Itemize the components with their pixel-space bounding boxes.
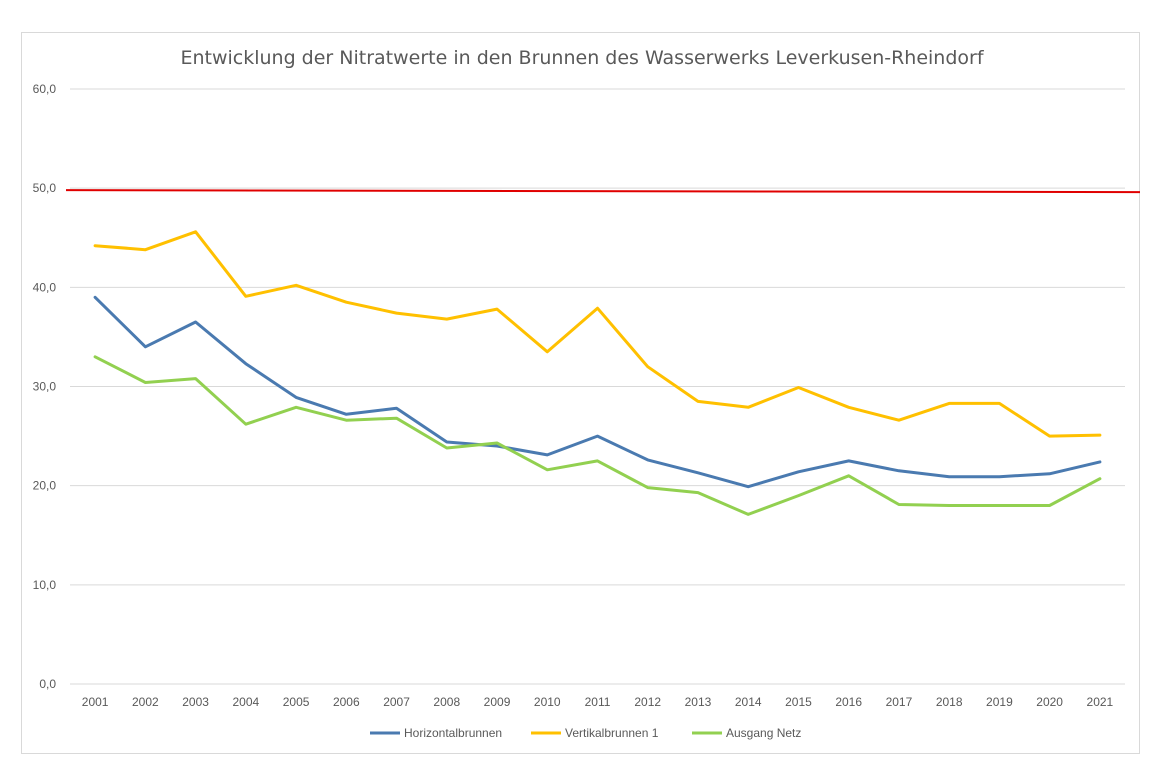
x-axis-ticks: 2001 2002 2003 2004 2005 2006 2007 2008 2009 2010… (82, 695, 1114, 709)
x-tick-label: 2001 (82, 695, 109, 709)
x-tick-label: 2006 (333, 695, 360, 709)
legend-label: Vertikalbrunnen 1 (565, 726, 659, 740)
y-tick-label: 60,0 (33, 82, 57, 96)
reference-line (65, 189, 1141, 194)
x-tick-label: 2009 (484, 695, 511, 709)
legend: Horizontalbrunnen Vertikalbrunnen 1 Ausgan… (370, 726, 801, 740)
y-tick-label: 30,0 (33, 380, 57, 394)
x-tick-label: 2017 (886, 695, 913, 709)
x-tick-label: 2004 (232, 695, 259, 709)
x-tick-label: 2021 (1087, 695, 1114, 709)
x-tick-label: 2003 (182, 695, 209, 709)
x-tick-label: 2011 (585, 695, 611, 709)
x-tick-label: 2018 (936, 695, 963, 709)
y-tick-label: 20,0 (33, 479, 57, 493)
series-line (93, 230, 1102, 438)
reference-line-layer (65, 189, 1141, 194)
gridlines (70, 88, 1125, 685)
y-tick-label: 10,0 (33, 578, 57, 592)
legend-label: Horizontalbrunnen (404, 726, 502, 740)
series-line (93, 355, 1102, 516)
x-tick-label: 2016 (835, 695, 862, 709)
x-tick-label: 2019 (986, 695, 1013, 709)
series-line (93, 295, 1102, 489)
y-axis-ticks: 0,0 10,0 20,0 30,0 40,0 50,0 60,0 (33, 82, 57, 691)
x-tick-label: 2002 (132, 695, 159, 709)
x-tick-label: 2015 (785, 695, 812, 709)
legend-label: Ausgang Netz (726, 726, 801, 740)
x-tick-label: 2014 (735, 695, 762, 709)
x-tick-label: 2008 (433, 695, 460, 709)
series-layer (93, 230, 1102, 516)
x-tick-label: 2010 (534, 695, 561, 709)
x-tick-label: 2005 (283, 695, 310, 709)
x-tick-label: 2013 (685, 695, 712, 709)
chart-frame (21, 32, 1140, 754)
x-tick-label: 2012 (634, 695, 661, 709)
x-tick-label: 2020 (1036, 695, 1063, 709)
chart-title: Entwicklung der Nitratwerte in den Brunn… (180, 47, 984, 69)
x-tick-label: 2007 (383, 695, 410, 709)
y-tick-label: 0,0 (39, 677, 56, 691)
y-tick-label: 50,0 (33, 181, 57, 195)
y-tick-label: 40,0 (33, 280, 57, 294)
